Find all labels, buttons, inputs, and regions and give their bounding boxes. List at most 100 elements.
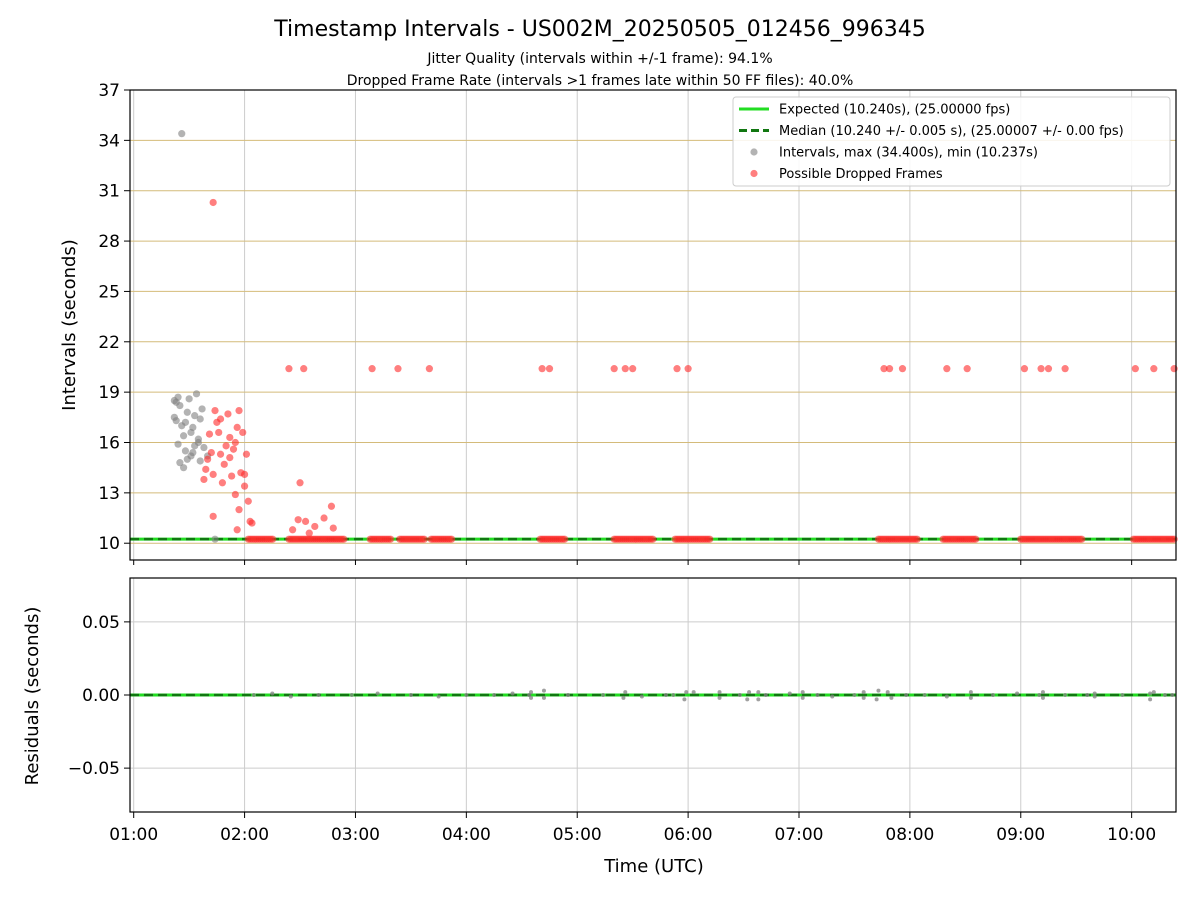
legend-point-swatch (750, 148, 758, 156)
residual-point (787, 691, 792, 696)
residual-point (492, 693, 497, 697)
top-y-tick-label: 31 (98, 182, 120, 202)
dropped-frame-point (289, 526, 297, 534)
bottom-y-tick-label: 0.00 (82, 686, 120, 706)
legend-label: Median (10.240 +/- 0.005 s), (25.00007 +… (779, 124, 1124, 139)
interval-point (176, 459, 184, 467)
x-tick-label: 07:00 (774, 825, 823, 845)
interval-point (194, 435, 202, 443)
interval-point (196, 457, 204, 465)
residual-point (529, 695, 534, 700)
dropped-frame-point (222, 442, 230, 450)
residual-point (527, 693, 532, 697)
dropped-frame-point (368, 365, 376, 373)
residual-point (1015, 691, 1020, 696)
dropped-frame-point (300, 365, 308, 373)
residual-point (889, 695, 894, 700)
x-tick-label: 06:00 (664, 825, 713, 845)
legend-point-swatch (750, 169, 758, 178)
x-tick-label: 04:00 (442, 825, 491, 845)
dropped-frame-point (1037, 365, 1045, 373)
residual-point (852, 693, 857, 697)
dropped-frame-point (211, 407, 219, 415)
dropped-frame-point (1020, 365, 1029, 373)
dropped-frame-point (218, 479, 227, 487)
dropped-frame-point (621, 365, 629, 373)
legend-entry: Possible Dropped Frames (750, 167, 943, 182)
dropped-frame-point (244, 497, 252, 505)
x-tick-label: 09:00 (996, 825, 1045, 845)
bottom-plot-points (251, 688, 1175, 702)
dropped-frame-point (538, 365, 546, 373)
residual-point (663, 693, 668, 697)
dropped-frame-point (943, 365, 951, 373)
dropped-frame-point (235, 407, 243, 415)
residual-point (1170, 693, 1175, 697)
residual-point (756, 697, 761, 702)
dropped-frame-point (220, 460, 228, 468)
interval-point (185, 395, 193, 403)
interval-point (198, 405, 206, 413)
dropped-frame-point (233, 526, 241, 534)
dropped-frame-point (545, 365, 554, 373)
interval-point (170, 396, 178, 405)
residual-point (874, 697, 879, 702)
top-plot-frame (129, 89, 1177, 561)
residual-point (717, 690, 722, 695)
chart-subtitle-dropped: Dropped Frame Rate (intervals >1 frames … (347, 73, 854, 89)
legend-label: Possible Dropped Frames (779, 167, 943, 182)
dropped-frame-point (340, 535, 348, 543)
residual-point (541, 695, 546, 700)
dropped-frame-point (205, 430, 214, 438)
residual-point (270, 691, 275, 696)
residual-point (288, 694, 293, 699)
interval-point (187, 428, 195, 437)
x-tick-label: 02:00 (220, 825, 269, 845)
dropped-frame-point (216, 415, 225, 423)
top-plot-axes: 10 13 16 19 22 25 28 31 34 37 (98, 81, 1177, 565)
residual-point (991, 693, 996, 697)
residual-point (944, 694, 949, 699)
x-tick-label: 01:00 (109, 825, 158, 845)
top-y-axis-label: Intervals (seconds) (59, 239, 80, 411)
interval-point (172, 417, 180, 425)
residual-point (1040, 690, 1045, 695)
residual-point (464, 693, 469, 697)
residual-point (763, 693, 768, 697)
top-plot-points (170, 130, 1178, 543)
dropped-frame-point (610, 365, 618, 373)
legend-entry: Expected (10.240s), (25.00000 fps) (739, 103, 1010, 118)
dropped-frame-point (1078, 535, 1086, 543)
interval-point (178, 130, 186, 138)
interval-point (176, 401, 184, 410)
dropped-frame-point (231, 438, 239, 447)
residual-point (1148, 691, 1153, 696)
dropped-frame-point (301, 517, 310, 525)
dropped-frame-point (1044, 365, 1053, 373)
bottom-plot-axes: −0.05 0.00 0.05 01:00 02:00 03:00 04:00 05:00 06… (68, 577, 1177, 845)
dropped-frame-point (913, 535, 921, 543)
dropped-frame-point (240, 470, 249, 478)
dropped-frame-point (561, 535, 569, 543)
bottom-y-tick-label: −0.05 (68, 759, 120, 779)
legend-label: Intervals, max (34.400s), min (10.237s) (779, 146, 1038, 161)
x-axis-label: Time (UTC) (603, 856, 704, 877)
residual-point (251, 693, 256, 697)
interval-point (183, 408, 191, 416)
dropped-frame-point (706, 535, 714, 543)
residual-point (800, 690, 805, 695)
dropped-frame-point (447, 535, 456, 543)
dropped-frame-point (209, 512, 217, 520)
dropped-frame-point (285, 365, 293, 373)
dropped-frame-point (386, 535, 395, 543)
residual-point (375, 691, 380, 696)
dropped-frame-point (216, 450, 225, 458)
dropped-frame-point (1170, 535, 1178, 543)
residual-point (349, 693, 354, 697)
dropped-frame-point (215, 428, 223, 437)
legend-entry: Intervals, max (34.400s), min (10.237s) (750, 146, 1038, 161)
residual-point (861, 690, 866, 695)
residual-point (684, 690, 689, 695)
dropped-frame-point (425, 365, 433, 373)
